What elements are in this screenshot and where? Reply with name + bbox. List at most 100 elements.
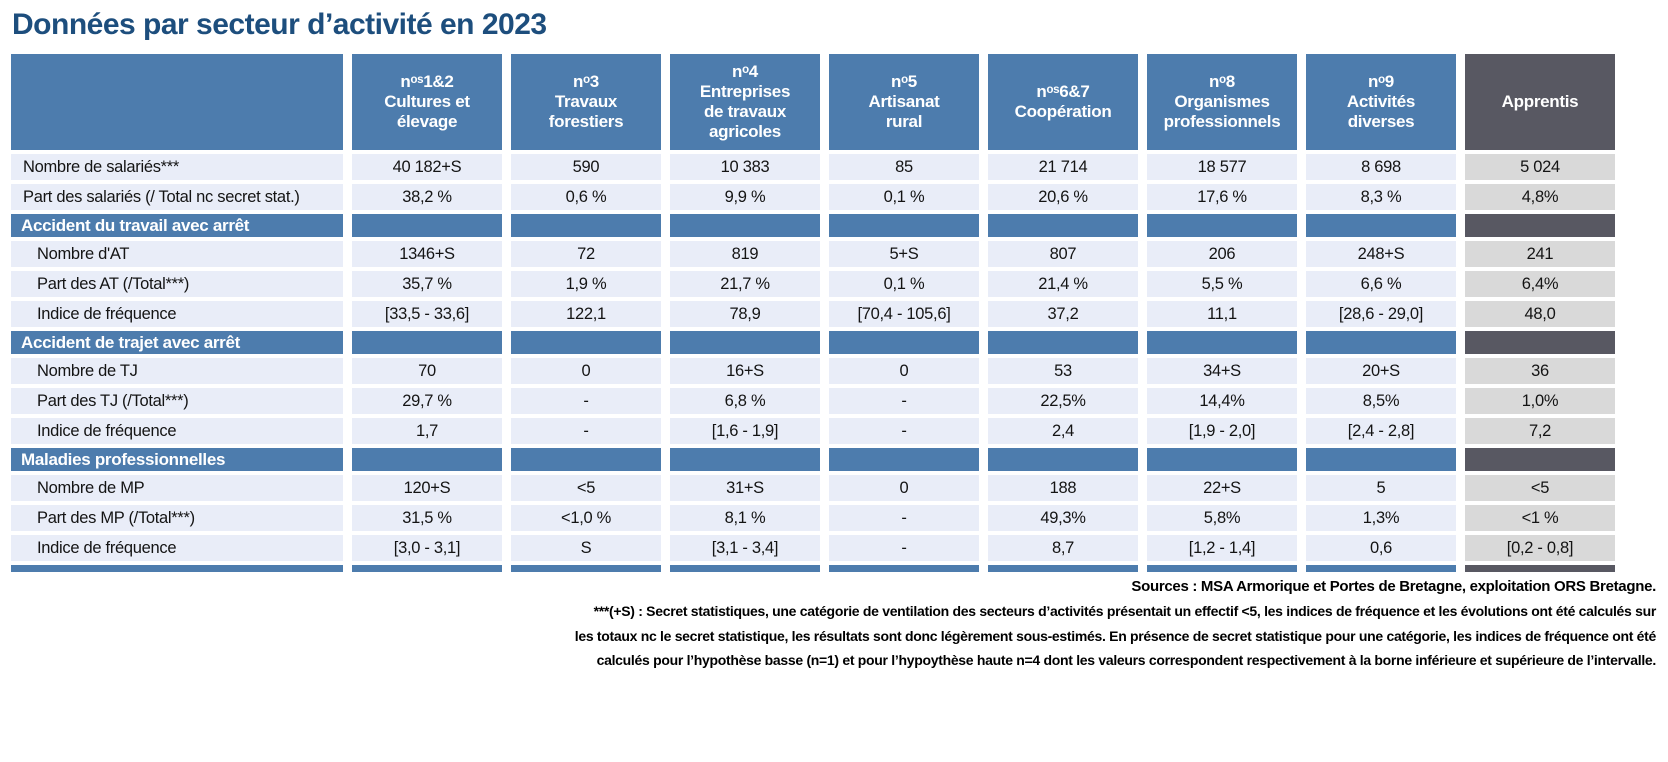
data-cell: 11,1 [1147,301,1297,327]
footnote-line: calculés pour l’hypothèse basse (n=1) et… [596,652,1657,668]
data-cell: 38,2 % [352,184,502,210]
data-cell: 34+S [1147,358,1297,384]
data-cell: 8,7 [988,535,1138,561]
row-label: Indice de fréquence [11,418,343,444]
data-cell: 6,4% [1465,271,1615,297]
column-header-entreprises-travaux-agricoles: nᵒ4 Entreprises de travaux agricoles [670,54,820,150]
column-header-line: Organismes [1174,91,1270,111]
row-label: Part des MP (/Total***) [11,505,343,531]
column-header-line: nᵒˢ1&2 [400,71,454,91]
section-cell-cultures-elevage [352,331,502,354]
section-cell-entreprises-travaux-agricoles [670,331,820,354]
footnote: ***(+S) : Secret statistiques, une catég… [10,599,1657,673]
data-cell: 241 [1465,241,1615,267]
bottom-strip-entreprises-travaux-agricoles [670,565,820,572]
data-cell: 22,5% [988,388,1138,414]
row-label: Nombre de TJ [11,358,343,384]
column-header-travaux-forestiers: nᵒ3 Travaux forestiers [511,54,661,150]
table-row: Part des AT (/Total***) 35,7 % 1,9 % 21,7 %… [11,271,1615,297]
section-cell-cooperation [988,331,1138,354]
row-label: Nombre de salariés*** [11,154,343,180]
data-cell: [3,0 - 3,1] [352,535,502,561]
data-cell: 36 [1465,358,1615,384]
data-cell: 0 [829,358,979,384]
column-header-line: Travaux [554,91,618,111]
table-row: Part des TJ (/Total***) 29,7 % -6,8 % -22,5… [11,388,1615,414]
bottom-strip-artisanat-rural [829,565,979,572]
data-cell: 8,3 % [1306,184,1456,210]
table-row: Indice de fréquence 1,7- [1,6 - 1,9] -2,4 [1… [11,418,1615,444]
data-cell: 122,1 [511,301,661,327]
bottom-strip-cultures-elevage [352,565,502,572]
data-cell: 78,9 [670,301,820,327]
data-cell: 1,9 % [511,271,661,297]
column-header-artisanat-rural: nᵒ5 Artisanat rural [829,54,979,150]
bottom-strip-travaux-forestiers [511,565,661,572]
column-header-line: Apprentis [1501,91,1579,111]
data-cell: 21 714 [988,154,1138,180]
table-row: Indice de fréquence [33,5 - 33,6] 122,1 78,… [11,301,1615,327]
column-header-line: forestiers [548,112,624,132]
section-cell-entreprises-travaux-agricoles [670,214,820,237]
footnote-line: les totaux nc le secret statistique, les… [574,627,1657,644]
section-cell-cooperation [988,448,1138,471]
column-header-line: Coopération [1014,102,1112,121]
data-cell: [3,1 - 3,4] [670,535,820,561]
data-cell: 9,9 % [670,184,820,210]
column-header-cooperation: nᵒˢ6&7 Coopération [988,54,1138,150]
column-header-line: nᵒˢ6&7 [1036,81,1090,101]
page-title: Données par secteur d’activité en 2023 [12,8,547,41]
data-cell: [1,9 - 2,0] [1147,418,1297,444]
data-cell: 5 [1306,475,1456,501]
data-cell: 40 182+S [352,154,502,180]
data-cell: 6,6 % [1306,271,1456,297]
data-cell: 5,5 % [1147,271,1297,297]
section-cell-entreprises-travaux-agricoles [670,448,820,471]
data-cell: 70 [352,358,502,384]
data-cell: 0,1 % [829,271,979,297]
column-header-line: professionnels [1163,112,1281,132]
section-cell-travaux-forestiers [511,214,661,237]
table-row: Part des salariés (/ Total nc secret sta… [11,184,1615,210]
data-cell: 0 [829,475,979,501]
section-cell-artisanat-rural [829,331,979,354]
data-cell: 5+S [829,241,979,267]
section-cell-organismes-professionnels [1147,448,1297,471]
data-cell: 248+S [1306,241,1456,267]
data-cell: 14,4% [1147,388,1297,414]
bottom-strip-row [11,565,1615,572]
row-label: Part des AT (/Total***) [11,271,343,297]
data-cell: 21,7 % [670,271,820,297]
section-cell-apprentis [1465,448,1615,471]
data-cell: 206 [1147,241,1297,267]
data-cell: S [511,535,661,561]
data-cell: 53 [988,358,1138,384]
footnote-line: ***(+S) : Secret statistiques, une catég… [593,603,1657,619]
data-cell: 6,8 % [670,388,820,414]
data-cell: 35,7 % [352,271,502,297]
column-header-line: nᵒ9 [1368,71,1394,91]
data-cell: 1,3% [1306,505,1456,531]
bottom-strip-organismes-professionnels [1147,565,1297,572]
data-cell: 1346+S [352,241,502,267]
data-cell: 37,2 [988,301,1138,327]
row-label: Indice de fréquence [11,535,343,561]
section-row-label: Accident de trajet avec arrêt [11,331,343,354]
data-cell: 188 [988,475,1138,501]
data-cell: 8 698 [1306,154,1456,180]
data-cell: 819 [670,241,820,267]
table-row: Nombre de salariés*** 40 182+S 590 10 383 85… [11,154,1615,180]
section-cell-travaux-forestiers [511,331,661,354]
table-row: Nombre de MP 120+S <5 31+S 0 188 22+S 5 <5 [11,475,1615,501]
data-cell: 7,2 [1465,418,1615,444]
table-row: Nombre de TJ 70 0 16+S 0 53 34+S 20+S 36 [11,358,1615,384]
column-header-line: de travaux [703,102,787,121]
data-cell: [2,4 - 2,8] [1306,418,1456,444]
bottom-strip-cooperation [988,565,1138,572]
data-cell: <1 % [1465,505,1615,531]
data-cell: 17,6 % [1147,184,1297,210]
section-cell-cultures-elevage [352,214,502,237]
data-cell: - [511,418,661,444]
column-header-line: Entreprises [699,81,791,101]
column-header-line: nᵒ8 [1209,71,1235,91]
